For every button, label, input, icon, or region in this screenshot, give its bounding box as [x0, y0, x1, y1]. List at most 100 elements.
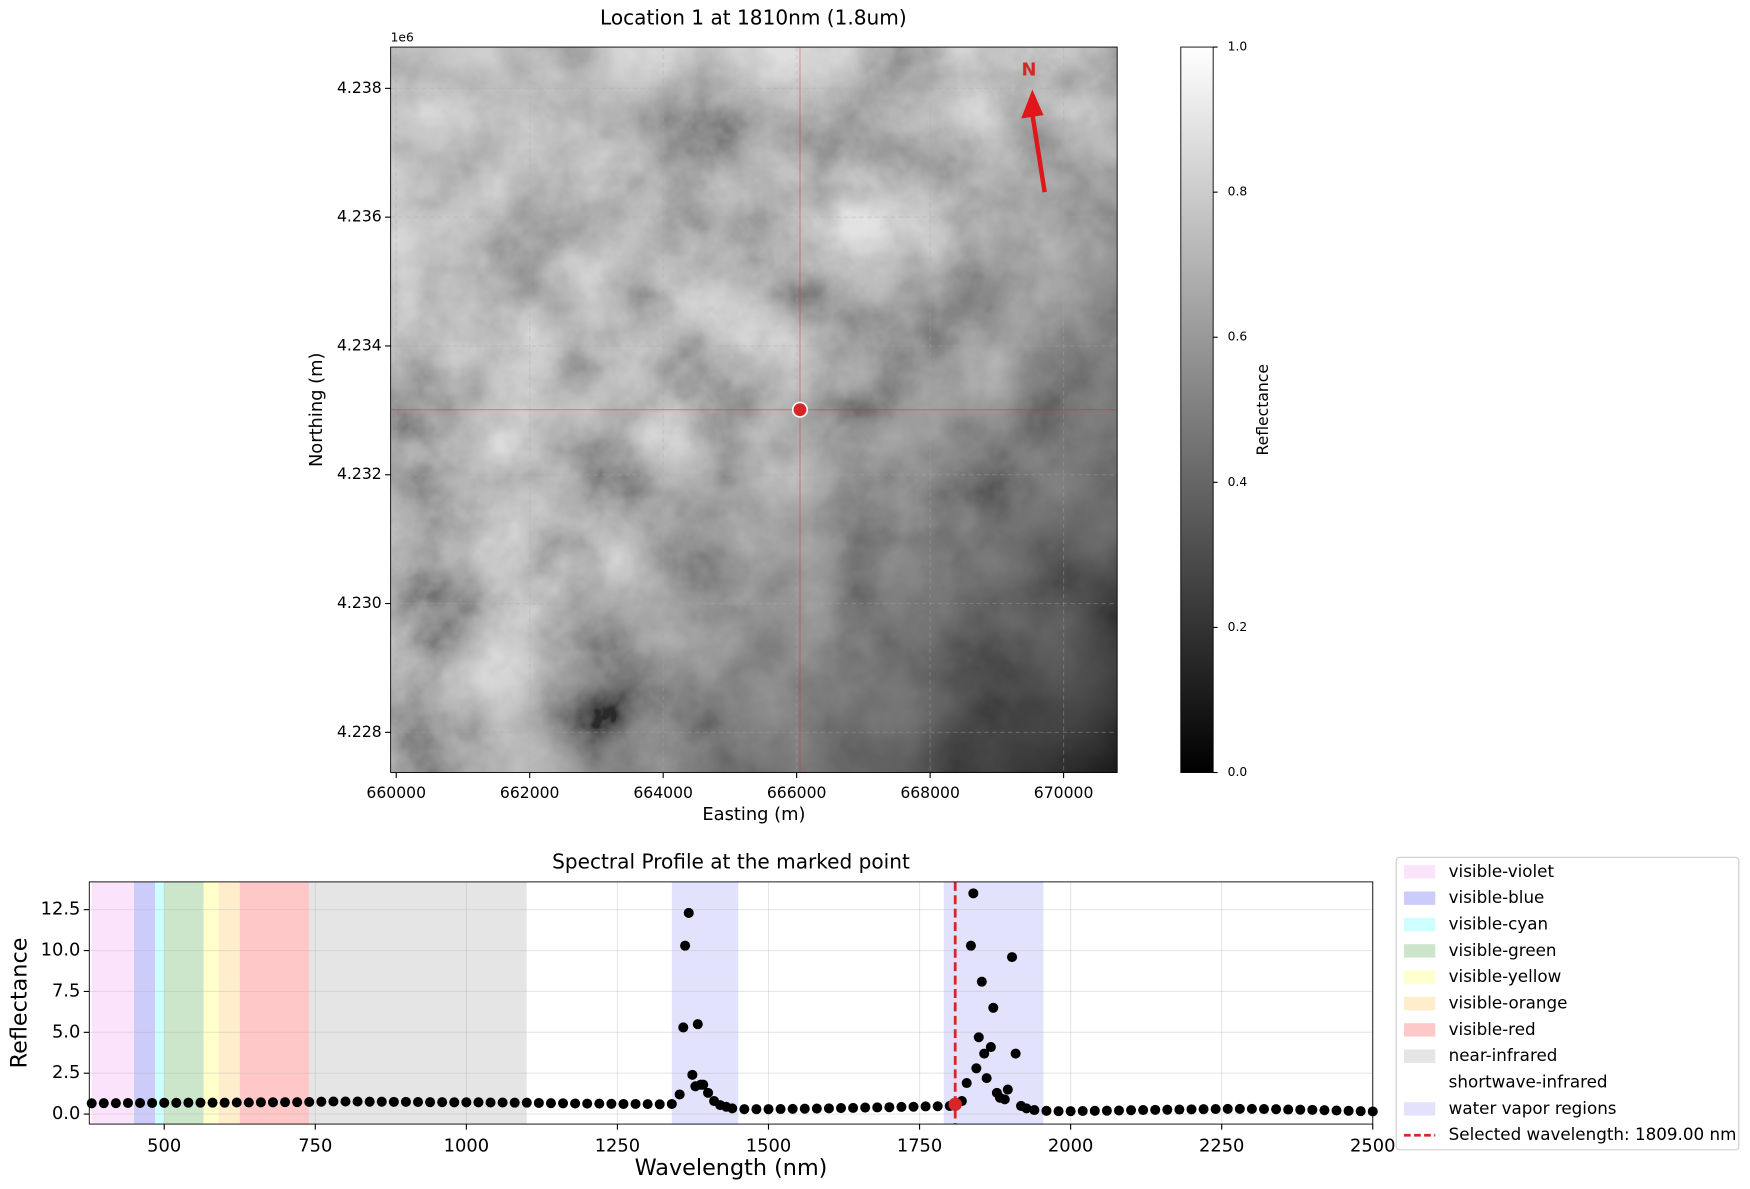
x-tick-label: 750 — [298, 1135, 332, 1156]
spectrum-point — [1271, 1104, 1282, 1115]
y-tick-label: 4.236 — [337, 208, 382, 226]
spectrum-point — [376, 1096, 387, 1107]
spectrum-point — [1029, 1104, 1040, 1116]
spectrum-point — [823, 1103, 834, 1114]
band-region — [309, 881, 527, 1125]
band-region — [164, 881, 204, 1125]
image-shading — [390, 47, 1118, 773]
x-tick-label: 2000 — [1048, 1135, 1093, 1156]
x-tick-label: 660000 — [366, 784, 426, 802]
spectrum-point — [509, 1097, 520, 1108]
x-tick-label: 666000 — [767, 784, 827, 802]
band-region — [203, 881, 219, 1125]
legend-swatch — [1404, 1023, 1436, 1037]
colorbar — [1180, 46, 1214, 773]
spectrum-point — [231, 1097, 242, 1108]
spectrum-point — [412, 1096, 424, 1108]
spectrum-point — [654, 1099, 665, 1110]
spectrum-point — [835, 1103, 847, 1114]
spectrum-point — [1174, 1104, 1185, 1115]
spectrum-point — [999, 1094, 1010, 1105]
legend-swatch — [1404, 996, 1436, 1011]
spectrum-point — [908, 1101, 919, 1112]
spectrum-point — [666, 1098, 677, 1109]
spectrum-point — [630, 1098, 641, 1109]
spectrum-point — [1319, 1105, 1330, 1116]
x-tick-label: 670000 — [1034, 784, 1094, 802]
spectrum-point — [1283, 1104, 1294, 1115]
spectrum-point — [1053, 1106, 1064, 1117]
colorbar-label: Reflectance — [1254, 364, 1272, 456]
spectrum-point — [1222, 1103, 1233, 1114]
chart-title: Spectral Profile at the marked point — [552, 849, 910, 873]
spectrum-point — [594, 1098, 605, 1109]
x-tick-label: 1750 — [897, 1135, 942, 1156]
spectrum-point — [497, 1097, 508, 1108]
legend-label: Selected wavelength: 1809.00 nm — [1449, 1124, 1737, 1144]
spectrum-point — [1210, 1104, 1221, 1115]
legend-swatch — [1404, 944, 1436, 958]
y-tick-label: 2.5 — [52, 1062, 80, 1083]
spectrum-point — [973, 1032, 984, 1043]
spectrum-point — [1021, 1103, 1032, 1114]
spectrum-point — [243, 1097, 254, 1108]
spectrum-point — [1258, 1104, 1270, 1115]
spectrum-point — [255, 1097, 266, 1108]
spectrum-point — [988, 1002, 999, 1013]
spectrum-point — [1113, 1105, 1124, 1116]
legend-swatch — [1404, 917, 1436, 932]
spectrum-point — [449, 1097, 460, 1108]
spectrum-point — [884, 1102, 895, 1113]
spectrum-point — [171, 1097, 182, 1108]
axes-frame — [390, 46, 1118, 773]
spectrum-point — [582, 1098, 593, 1109]
y-axis-label: Northing (m) — [306, 353, 327, 467]
spectrum-point — [1138, 1104, 1149, 1116]
spectrum-point — [1331, 1105, 1342, 1116]
spectrum-point — [292, 1097, 303, 1108]
x-tick-label: 2250 — [1199, 1135, 1244, 1156]
spectrum-point — [787, 1103, 798, 1114]
north-label: N — [1022, 60, 1037, 81]
spectrum-point — [981, 1073, 992, 1084]
spectrum-point — [678, 1022, 689, 1033]
y-tick-label: 4.230 — [337, 594, 382, 612]
spectrum-point — [461, 1097, 472, 1108]
x-axis-label: Easting (m) — [702, 804, 805, 825]
spectrum-point — [388, 1096, 399, 1107]
spectrum-point — [920, 1101, 931, 1112]
spectrum-point — [976, 976, 987, 987]
legend-label: visible-red — [1449, 1019, 1536, 1039]
spectrum-point — [147, 1097, 158, 1109]
spectrum-point — [1041, 1105, 1052, 1116]
y-tick-label: 7.5 — [52, 980, 80, 1001]
spectrum-point — [1010, 1048, 1021, 1059]
spectrum-point — [1307, 1104, 1318, 1115]
spectrum-point — [687, 1069, 698, 1080]
spectrum-point — [848, 1102, 859, 1113]
spectrum-point — [195, 1097, 206, 1108]
spectrum-point — [703, 1087, 714, 1098]
spectrum-point — [400, 1096, 411, 1107]
x-tick-label: 664000 — [633, 784, 693, 802]
spectrum-point — [961, 1078, 972, 1089]
selected-point — [948, 1097, 962, 1111]
spectrum-point — [683, 907, 694, 918]
x-tick-label: 2500 — [1350, 1135, 1395, 1156]
spectrum-point — [1002, 1084, 1013, 1095]
colorbar-tick-label: 0.2 — [1228, 620, 1248, 634]
spectrum-point — [352, 1096, 363, 1107]
spectrum-point — [280, 1097, 291, 1108]
colorbar-tick-label: 1.0 — [1228, 40, 1248, 54]
x-tick-label: 1000 — [444, 1135, 489, 1156]
spectrum-point — [304, 1096, 315, 1108]
north-arrow: N — [1021, 60, 1047, 193]
x-tick-label: 1500 — [746, 1135, 791, 1156]
spectrum-point — [799, 1103, 810, 1114]
spectrum-point — [965, 940, 976, 951]
legend-label: visible-blue — [1449, 887, 1545, 907]
y-tick-label: 4.228 — [337, 723, 382, 741]
band-region — [155, 881, 165, 1125]
x-tick-label: 1250 — [595, 1135, 640, 1156]
spectrum-point — [985, 1042, 996, 1053]
